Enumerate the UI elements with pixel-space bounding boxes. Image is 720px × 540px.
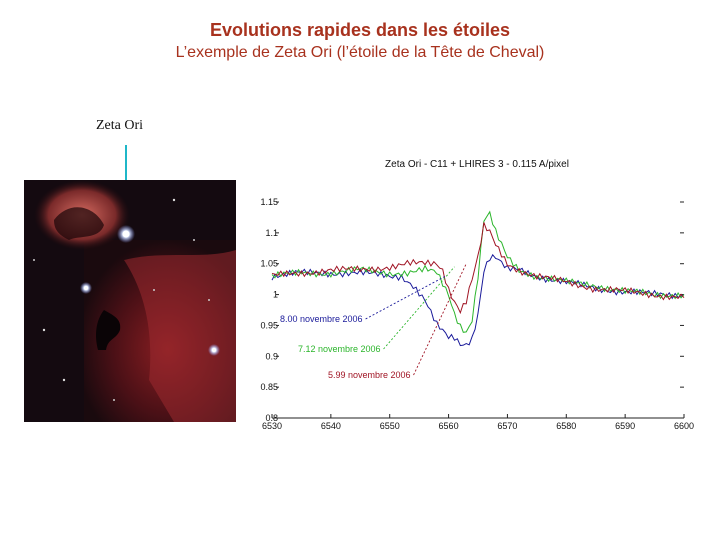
x-tick-label: 6600 — [674, 421, 694, 431]
y-tick-label: 0.8 — [265, 413, 278, 423]
y-tick-label: 1 — [273, 290, 278, 300]
horsehead-nebula-photo — [24, 180, 236, 422]
x-tick-label: 6540 — [321, 421, 341, 431]
y-tick-label: 0.95 — [260, 320, 278, 330]
slide-title: Evolutions rapides dans les étoiles — [209, 20, 511, 40]
chart-axes: 6530 6540 6550 6560 6570 6580 6590 6600 0.8 0.85 0… — [260, 197, 694, 431]
y-tick-label: 1.05 — [260, 259, 278, 269]
x-tick-label: 6580 — [556, 421, 576, 431]
chart-series — [271, 210, 685, 347]
x-tick-label: 6550 — [380, 421, 400, 431]
y-tick-label: 0.85 — [260, 382, 278, 392]
series-label-2: 5.99 novembre 2006 — [328, 370, 411, 380]
zeta-ori-label: Zeta Ori — [96, 118, 144, 133]
series-label-1: 7.12 novembre 2006 — [298, 344, 381, 354]
series-label-0: 8.00 novembre 2006 — [280, 314, 363, 324]
x-tick-label: 6530 — [262, 421, 282, 431]
chart-title: Zeta Ori - C11 + LHIRES 3 - 0.115 A/pixe… — [385, 159, 569, 170]
x-tick-label: 6560 — [439, 421, 459, 431]
series-pointer-2 — [413, 263, 467, 376]
chart-annotations: 8.00 novembre 2006 7.12 novembre 2006 5.99… — [280, 263, 467, 380]
y-tick-label: 1.1 — [265, 228, 278, 238]
series-line-0 — [271, 253, 685, 347]
slide-subtitle: L’exemple de Zeta Ori (l’étoile de la Tê… — [175, 44, 545, 61]
spectrum-chart: Zeta Ori - C11 + LHIRES 3 - 0.115 A/pixe… — [260, 159, 694, 431]
y-tick-label: 0.9 — [265, 351, 278, 361]
series-line-2 — [271, 222, 685, 315]
x-tick-label: 6590 — [615, 421, 635, 431]
series-pointer-1 — [383, 266, 455, 350]
series-pointer-0 — [365, 275, 446, 320]
x-tick-label: 6570 — [497, 421, 517, 431]
y-tick-label: 1.15 — [260, 197, 278, 207]
